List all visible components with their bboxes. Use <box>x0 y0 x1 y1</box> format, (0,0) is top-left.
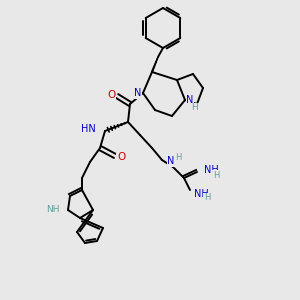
Text: NH: NH <box>194 189 209 199</box>
Text: H: H <box>204 194 210 202</box>
Text: O: O <box>117 152 125 162</box>
Text: O: O <box>107 90 115 100</box>
Text: N: N <box>167 156 175 166</box>
Text: H: H <box>213 170 219 179</box>
Text: NH: NH <box>46 206 60 214</box>
Text: N: N <box>186 95 194 105</box>
Text: H: H <box>175 154 181 163</box>
Text: H: H <box>192 103 198 112</box>
Text: HN: HN <box>81 124 96 134</box>
Text: N: N <box>134 88 142 98</box>
Polygon shape <box>152 57 158 72</box>
Text: NH: NH <box>204 165 219 175</box>
